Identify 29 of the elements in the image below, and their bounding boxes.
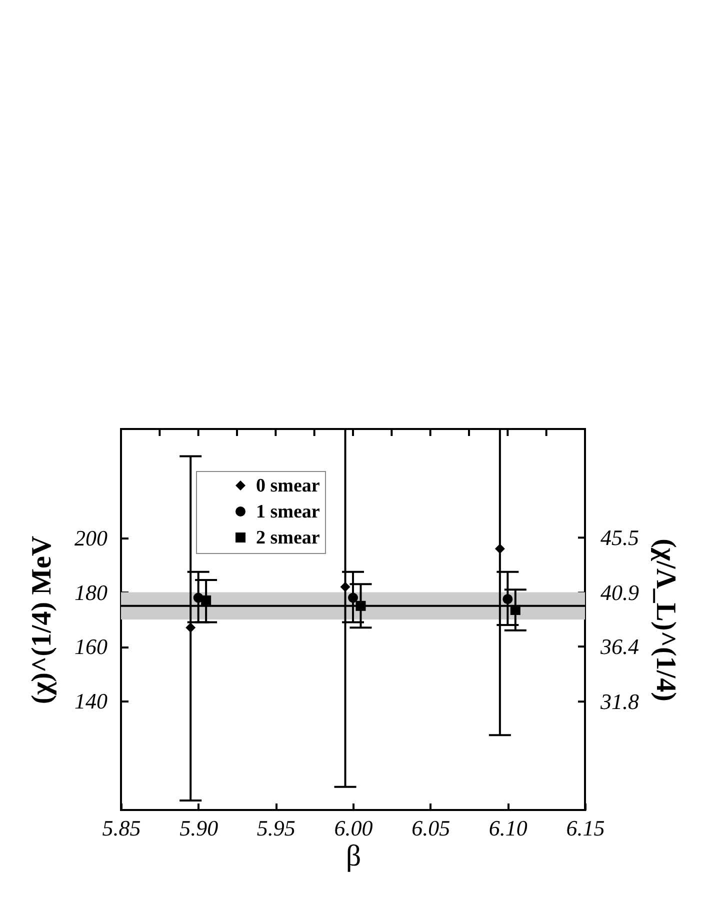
x-tick-label: 5.90 [180, 816, 218, 840]
x-tick-label: 5.85 [102, 816, 141, 840]
legend-label: 1 smear [256, 502, 320, 522]
y2-tick-label: 36.4 [600, 634, 639, 660]
y2-tick-label: 31.8 [600, 689, 639, 714]
x-tick-label: 5.95 [256, 816, 296, 840]
x-axis-title: β [346, 840, 362, 872]
y-tick-label: 140 [74, 688, 108, 714]
x-tick-label: 6.00 [334, 816, 373, 840]
y-tick-label: 200 [74, 525, 108, 550]
x-tick-label: 6.05 [412, 816, 450, 840]
point [340, 582, 350, 592]
y2-tick-label: 40.9 [600, 580, 639, 606]
y-tick-label: 160 [74, 634, 108, 660]
point [348, 592, 358, 603]
y2-axis-title: (χ/Λ_L)^(1/4) [650, 538, 681, 702]
y-tick-label: 180 [74, 580, 108, 605]
legend-label: 0 smear [256, 476, 320, 496]
y-axis-title: (χ)^(1/4) MeV [26, 536, 58, 704]
point [494, 544, 505, 554]
point [502, 594, 513, 604]
legend-label: 2 smear [256, 528, 320, 548]
point [186, 622, 196, 633]
x-tick-label: 6.10 [488, 816, 528, 840]
point [201, 595, 212, 606]
y2-tick-label: 45.5 [600, 525, 639, 550]
x-tick-label: 6.15 [566, 816, 605, 840]
point [356, 600, 366, 611]
point [510, 604, 520, 615]
